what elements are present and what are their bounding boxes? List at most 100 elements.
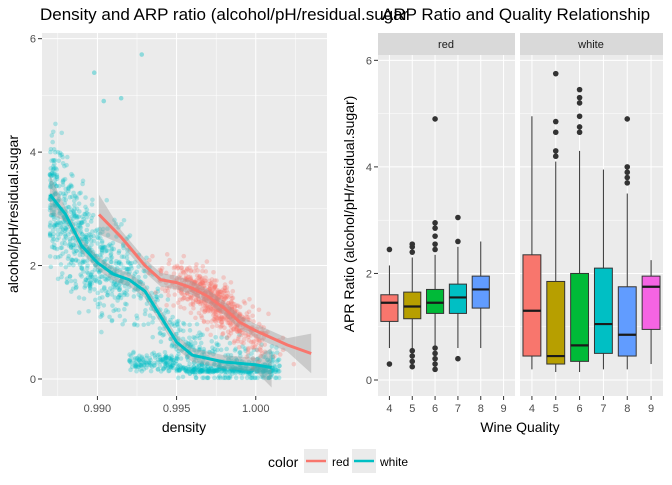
scatter-point-white <box>165 364 171 370</box>
scatter-point-white <box>232 364 237 370</box>
scatter-point-white <box>117 287 122 293</box>
scatter-point-white <box>203 366 208 372</box>
box-white-q7 <box>593 267 613 354</box>
scatter-point-red <box>189 278 195 283</box>
scatter-point-red <box>242 300 248 306</box>
scatter-point-white <box>54 221 60 226</box>
scatter-point-red <box>219 314 225 320</box>
scatter-point-white <box>51 163 56 169</box>
scatter-point-white <box>237 368 243 373</box>
scatter-point-white <box>91 70 97 76</box>
scatter-point-white <box>220 365 225 371</box>
scatter-point-white <box>70 286 76 291</box>
scatter-point-white <box>48 181 54 186</box>
scatter-point-white <box>129 260 134 266</box>
scatter-point-white <box>227 369 233 374</box>
scatter-point-white <box>107 273 113 279</box>
scatter-point-white <box>76 295 82 300</box>
scatter-point-red <box>230 319 236 325</box>
scatter-point-red <box>183 277 189 282</box>
scatter-point-white <box>124 266 130 272</box>
scatter-point-white <box>243 369 249 374</box>
scatter-point-white <box>131 294 137 299</box>
scatter-point-white <box>61 219 66 224</box>
scatter-point-white <box>89 272 94 277</box>
scatter-point-white <box>268 374 273 379</box>
scatter-point-red <box>209 285 215 290</box>
scatter-point-red <box>202 283 207 289</box>
scatter-point-white <box>246 369 252 375</box>
scatter-point-white <box>48 183 53 188</box>
scatter-point-white <box>226 356 232 362</box>
scatter-point-white <box>270 354 276 360</box>
scatter-point-white <box>72 206 77 212</box>
scatter-point-red <box>196 299 201 305</box>
scatter-point-white <box>258 369 264 375</box>
scatter-point-white <box>174 361 179 367</box>
scatter-point-white <box>174 355 179 361</box>
scatter-point-white <box>61 177 66 183</box>
scatter-point-white <box>52 172 57 177</box>
scatter-point-white <box>108 251 114 257</box>
scatter-point-red <box>192 279 198 285</box>
scatter-point-white <box>182 367 188 373</box>
scatter-point-red <box>188 276 194 281</box>
scatter-point-white <box>149 351 155 357</box>
scatter-point-white <box>200 349 206 355</box>
scatter-point-white <box>88 232 93 238</box>
scatter-point-red <box>235 329 241 335</box>
scatter-point-white <box>47 230 53 236</box>
scatter-point-white <box>100 295 105 300</box>
scatter-point-white <box>236 368 242 373</box>
scatter-point-white <box>136 362 142 368</box>
scatter-point-white <box>121 280 127 286</box>
scatter-point-white <box>247 371 252 377</box>
scatter-point-white <box>99 249 105 254</box>
scatter-point-white <box>233 368 238 374</box>
scatter-point-white <box>163 364 168 369</box>
scatter-point-white <box>166 368 171 374</box>
scatter-point-white <box>229 368 235 373</box>
scatter-point-red <box>185 277 190 282</box>
scatter-point-white <box>208 365 214 371</box>
scatter-point-white <box>189 369 195 374</box>
scatter-point-red <box>212 307 218 313</box>
scatter-point-red <box>214 287 219 293</box>
scatter-point-white <box>51 236 56 242</box>
scatter-point-red <box>179 265 184 271</box>
confidence-band-red <box>99 194 312 374</box>
scatter-point-white <box>175 365 181 371</box>
scatter-point-red <box>216 315 221 321</box>
scatter-point-red <box>215 291 221 296</box>
scatter-point-red <box>222 294 228 300</box>
scatter-point-white <box>122 283 128 289</box>
scatter-point-red <box>225 290 231 296</box>
scatter-point-white <box>97 269 102 274</box>
scatter-point-white <box>92 267 98 272</box>
scatter-point-white <box>264 370 270 376</box>
scatter-point-white <box>132 355 138 361</box>
scatter-point-white <box>203 369 209 374</box>
scatter-point-white <box>71 208 76 214</box>
scatter-point-white <box>68 260 74 265</box>
scatter-point-red <box>252 333 258 338</box>
scatter-point-white <box>127 359 133 365</box>
scatter-point-white <box>84 258 90 263</box>
scatter-point-white <box>198 369 203 374</box>
scatter-point-white <box>234 357 240 363</box>
scatter-point-white <box>200 368 205 373</box>
scatter-point-red <box>220 315 225 321</box>
scatter-point-white <box>127 269 132 275</box>
scatter-point-white <box>127 352 132 357</box>
scatter-point-white <box>222 369 228 374</box>
scatter-point-red <box>251 319 256 324</box>
scatter-point-white <box>122 306 127 312</box>
scatter-point-white <box>204 375 210 381</box>
scatter-point-white <box>204 367 210 372</box>
scatter-point-white <box>168 336 174 342</box>
scatter-point-white <box>47 184 53 190</box>
scatter-point-white <box>81 296 87 301</box>
scatter-point-white <box>55 276 61 282</box>
scatter-point-white <box>53 191 58 196</box>
